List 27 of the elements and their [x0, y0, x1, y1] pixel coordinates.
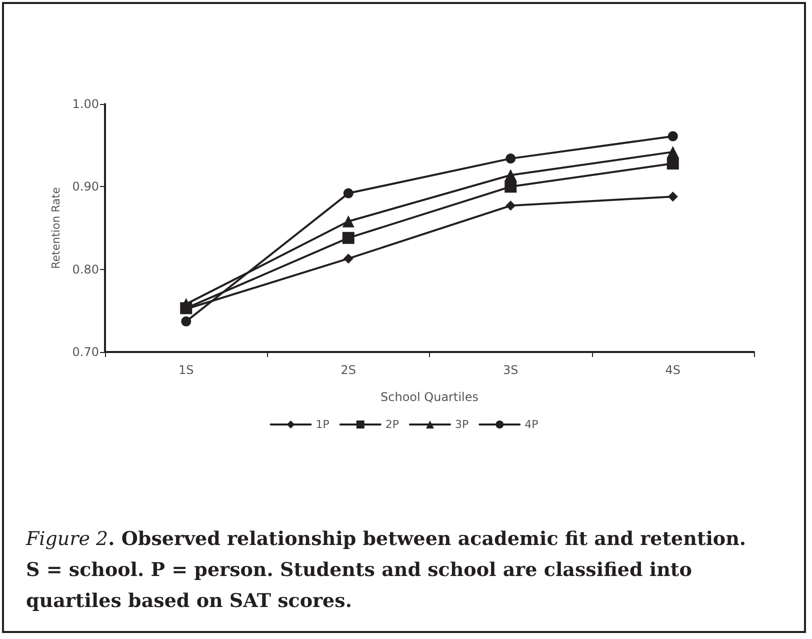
legend-label: 3P	[455, 418, 469, 431]
legend-label: 1P	[316, 418, 330, 431]
x-tick-label: 4S	[665, 363, 681, 377]
y-tick-label: 0.90	[72, 180, 99, 194]
legend-label: 4P	[524, 418, 539, 431]
point	[668, 131, 678, 142]
point	[181, 316, 192, 326]
point	[666, 146, 679, 158]
point	[342, 215, 354, 228]
x-tick-label: 1S	[178, 363, 194, 377]
point	[343, 188, 354, 198]
y-tick-label: 0.70	[72, 345, 99, 359]
caption: Figure 2. Observed relationship between academic fit and retention. S = school. P = person. Students and school are classified into quartiles based on SAT scores.	[26, 527, 748, 614]
x-tick-label: 3S	[502, 363, 518, 377]
point	[668, 192, 678, 202]
point	[506, 200, 516, 211]
y-tick-label: 0.80	[72, 262, 99, 276]
legend-label: 2P	[385, 418, 400, 431]
point	[666, 158, 679, 170]
point	[343, 254, 354, 264]
point	[506, 154, 516, 164]
x-axis-title: School Quartiles	[380, 390, 478, 404]
point	[504, 180, 517, 193]
y-axis-title: Retention Rate	[49, 186, 62, 269]
x-tick-label: 2S	[340, 363, 356, 377]
point	[342, 232, 354, 244]
y-tick-label: 1.00	[72, 97, 99, 111]
